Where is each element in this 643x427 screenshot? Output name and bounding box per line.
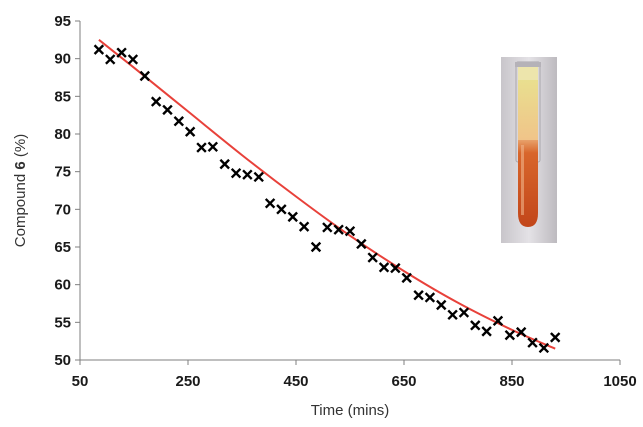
- data-point: [424, 292, 436, 303]
- x-tick-label: 850: [499, 373, 524, 390]
- axes: [79, 21, 620, 361]
- x-tick-label: 450: [283, 373, 308, 390]
- x-tick-label: 1050: [603, 373, 636, 390]
- y-tick-label: 90: [54, 51, 71, 68]
- y-axis-label: Compound 6 (%): [12, 134, 29, 247]
- data-point: [150, 96, 162, 107]
- data-point: [504, 329, 516, 341]
- y-tick-label: 55: [54, 314, 71, 331]
- fit-line: [98, 39, 556, 350]
- data-point: [298, 221, 310, 232]
- data-point: [447, 309, 458, 320]
- data-point: [287, 211, 298, 223]
- data-point: [333, 224, 344, 235]
- data-point: [492, 315, 504, 327]
- data-point: [390, 262, 401, 274]
- data-point: [139, 70, 150, 82]
- data-point: [344, 225, 356, 237]
- data-points: [93, 44, 561, 354]
- y-tick-label: 75: [54, 164, 71, 181]
- data-point: [310, 241, 322, 253]
- data-point: [550, 332, 561, 343]
- data-point: [242, 169, 253, 180]
- data-point: [127, 54, 139, 65]
- data-point: [162, 104, 173, 116]
- data-point: [173, 115, 185, 127]
- y-tick-label: 60: [54, 277, 71, 294]
- data-point: [219, 158, 230, 170]
- data-point: [470, 320, 481, 331]
- x-tick-label: 650: [391, 373, 416, 390]
- data-point: [264, 198, 276, 209]
- data-point: [527, 337, 538, 348]
- data-point: [105, 54, 116, 65]
- fit-line-group: [98, 39, 556, 350]
- x-axis-label: Time (mins): [311, 402, 390, 419]
- y-ticks: 50 55 60 65 70 75 80 85 90 95: [54, 13, 80, 369]
- y-tick-label: 70: [54, 201, 71, 218]
- data-point: [116, 47, 127, 58]
- data-point: [253, 171, 264, 183]
- data-point: [196, 142, 207, 153]
- x-tick-label: 50: [72, 373, 89, 390]
- y-tick-label: 50: [54, 352, 71, 369]
- data-point: [458, 307, 470, 318]
- x-tick-label: 250: [175, 373, 200, 390]
- data-point: [367, 252, 378, 263]
- data-point: [515, 326, 527, 338]
- data-point: [436, 299, 447, 311]
- y-tick-label: 80: [54, 126, 71, 143]
- data-point: [413, 290, 424, 301]
- y-axis-label-prefix: Compound: [12, 170, 29, 248]
- data-point: [184, 126, 196, 137]
- data-point: [481, 326, 492, 337]
- data-point: [322, 222, 333, 233]
- data-point: [207, 141, 219, 153]
- data-point: [276, 204, 287, 215]
- test-tube-photo: [501, 57, 557, 243]
- data-point: [230, 167, 242, 179]
- data-point: [93, 44, 105, 55]
- y-tick-label: 65: [54, 239, 71, 256]
- y-tick-label: 85: [54, 88, 71, 105]
- data-point: [538, 342, 550, 354]
- x-ticks: 50 250 450 650 850 1050: [72, 360, 637, 390]
- data-point: [401, 272, 412, 284]
- data-point: [356, 238, 367, 250]
- y-axis-label-bold: 6: [12, 161, 29, 169]
- y-axis-label-suffix: (%): [12, 134, 29, 162]
- data-point: [378, 262, 390, 273]
- y-tick-label: 95: [54, 13, 71, 30]
